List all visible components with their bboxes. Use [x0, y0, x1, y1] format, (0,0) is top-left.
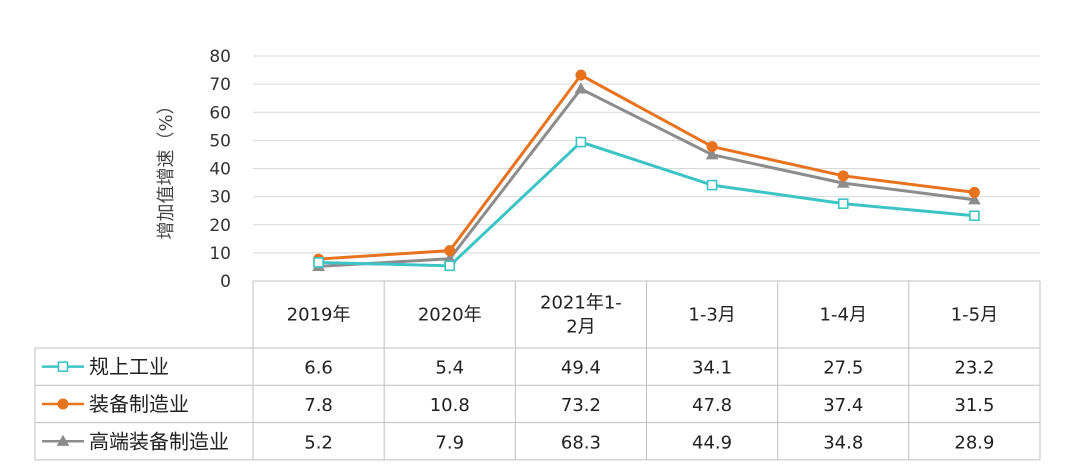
y-tick-label: 10: [209, 244, 231, 264]
data-point: [837, 170, 849, 182]
data-point: [705, 148, 719, 160]
legend-marker: [57, 398, 69, 410]
table-value: 31.5: [954, 395, 994, 416]
table-value: 6.6: [304, 358, 333, 379]
data-point: [574, 82, 588, 94]
y-axis-ticks: 0 10 20 30 40 50 60 70 80: [209, 47, 231, 292]
y-tick-label: 50: [209, 131, 231, 151]
series-name: 规上工业: [89, 355, 169, 379]
series-line: [318, 73, 975, 261]
table-value: 37.4: [823, 395, 863, 416]
y-axis-label: 增加值增速（%）: [156, 96, 177, 239]
legend-marker: [56, 434, 70, 446]
category-label: 2020年: [418, 305, 482, 326]
category-label: 2021年1-: [540, 293, 622, 314]
data-point: [837, 198, 849, 209]
y-tick-label: 20: [209, 216, 231, 236]
data-point: [968, 193, 981, 205]
table-value: 10.8: [430, 395, 470, 416]
data-point: [968, 186, 980, 198]
data-point: [313, 257, 324, 268]
data-point: [706, 179, 718, 191]
data-point: [969, 210, 980, 222]
gridlines: [253, 55, 1040, 282]
category-label: 2019年: [287, 305, 351, 326]
data-point: [444, 245, 456, 257]
data-point: [575, 136, 587, 148]
legend-marker: [57, 361, 69, 372]
table-value: 28.9: [954, 432, 994, 453]
y-tick-label: 40: [209, 160, 231, 180]
series-line: [318, 87, 975, 268]
table-value: 7.8: [304, 395, 333, 416]
table-value: 5.4: [435, 358, 464, 379]
data-point: [836, 176, 850, 188]
category-label: 1-3月: [688, 305, 735, 326]
y-tick-label: 30: [209, 188, 231, 208]
category-label: 1-5月: [951, 305, 998, 326]
table-value: 49.4: [561, 358, 601, 379]
y-tick-label: 60: [209, 103, 231, 123]
data-point: [444, 260, 456, 272]
y-tick-label: 80: [209, 47, 231, 67]
table-value: 68.3: [561, 432, 601, 453]
series-name: 高端装备制造业: [89, 429, 229, 453]
series-line: [318, 140, 975, 268]
series-lines: [312, 69, 981, 272]
y-tick-label: 0: [220, 272, 231, 292]
table-value: 7.9: [435, 432, 464, 453]
table-value: 5.2: [304, 432, 333, 453]
category-label: 2月: [566, 317, 595, 338]
series-name: 装备制造业: [89, 392, 189, 416]
data-point: [706, 141, 718, 153]
table-value: 47.8: [692, 395, 732, 416]
table-value: 34.8: [823, 432, 863, 453]
table-value: 34.1: [692, 358, 732, 379]
table-value: 23.2: [954, 358, 994, 379]
y-tick-label: 70: [209, 75, 231, 95]
table-value: 27.5: [823, 358, 863, 379]
category-label: 1-4月: [820, 305, 867, 326]
table-value: 44.9: [692, 432, 732, 453]
table-value: 73.2: [561, 395, 601, 416]
data-point: [575, 69, 587, 81]
